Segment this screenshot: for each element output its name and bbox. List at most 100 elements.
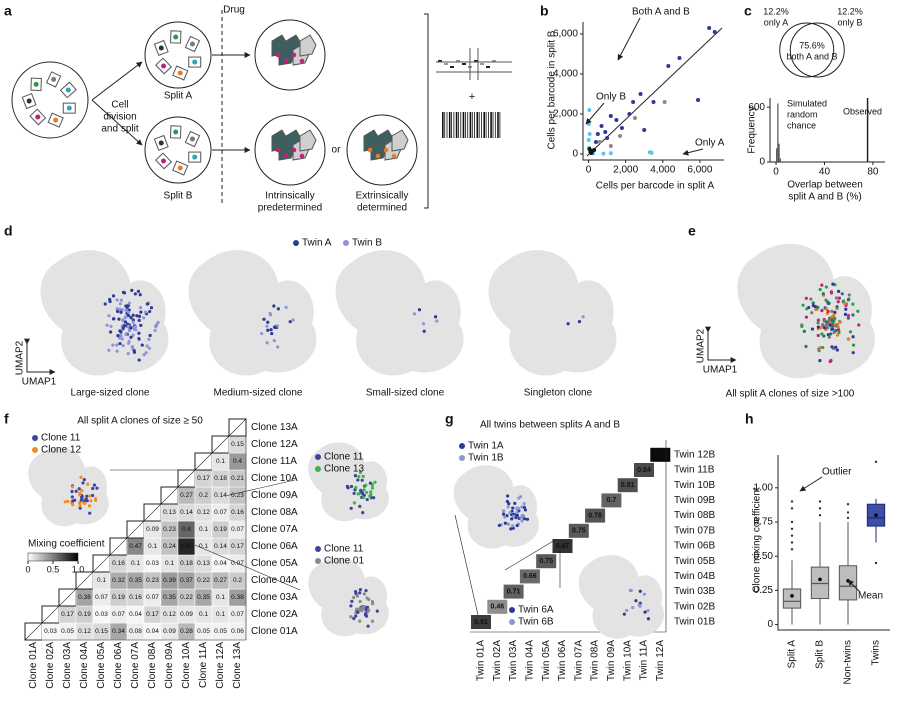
cell-dot — [88, 511, 92, 515]
cell-dot — [851, 313, 855, 317]
cell-label: 0.35 — [197, 594, 210, 601]
label: determined — [357, 203, 407, 214]
cell-dot — [370, 602, 375, 606]
nucleus — [192, 154, 198, 160]
cell-dot — [147, 337, 151, 341]
barcode-bar — [483, 112, 485, 138]
cell-dot — [515, 523, 519, 528]
cell-dot — [63, 500, 67, 504]
cell-label: 0.04 — [214, 560, 227, 567]
cell-dot — [804, 296, 808, 300]
cell-label: 0.17 — [61, 611, 74, 618]
cell-dot — [809, 297, 813, 301]
cell-dot — [70, 495, 74, 499]
cell-dot — [366, 624, 370, 628]
nucleus — [158, 45, 164, 51]
axis-label: UMAP2 — [15, 340, 26, 375]
outlier — [790, 534, 794, 537]
label: Cell — [111, 100, 128, 111]
cell-dot — [77, 487, 81, 491]
column-label: Clone 12A — [215, 642, 226, 689]
umap-background — [453, 465, 540, 549]
cell-label: 0.04 — [146, 628, 159, 635]
cell-label: 0.03 — [146, 560, 159, 567]
legend-dot — [315, 454, 321, 460]
annotation-arrow — [847, 579, 861, 593]
cell-dot — [566, 322, 570, 326]
cell-dot — [118, 341, 122, 346]
point — [627, 112, 632, 116]
cell-dot — [116, 333, 120, 338]
set-label: only A — [764, 17, 789, 27]
cell-dot — [358, 587, 362, 592]
cell-dot — [857, 323, 861, 327]
cell-dot — [501, 512, 506, 516]
cell-dot — [856, 309, 860, 313]
cell-dot — [133, 292, 137, 296]
legend-label: Clone 11 — [324, 544, 364, 555]
cell-dot — [147, 346, 152, 350]
cell-dot — [125, 305, 129, 310]
cell-dot — [115, 309, 120, 313]
cell-dot — [350, 599, 354, 603]
cell-dot — [118, 307, 122, 311]
cell-label: 0.23 — [231, 492, 244, 499]
cell-label: 0.91 — [474, 619, 488, 626]
cell-dot — [834, 296, 839, 300]
cell-label: 0.1 — [216, 594, 225, 601]
cell-dot — [126, 341, 131, 345]
cell-dot — [132, 327, 137, 331]
cell-dot — [131, 318, 135, 322]
value-label: 12.2% — [837, 6, 863, 16]
column-label: Clone 03A — [62, 642, 73, 689]
nucleus — [51, 76, 57, 82]
cell-label: 0.07 — [95, 594, 108, 601]
x-tick-label: 0 — [773, 167, 779, 178]
cell-dot — [365, 490, 369, 495]
cell-dot — [91, 486, 95, 491]
cell-label: 0.19 — [214, 526, 227, 533]
cell-dot — [836, 289, 841, 293]
nucleus — [192, 59, 198, 65]
point — [587, 147, 592, 151]
cell-dot — [126, 352, 130, 356]
cell-label: 0.09 — [163, 628, 176, 635]
cell-dot — [851, 335, 855, 339]
cell-dot — [71, 503, 75, 507]
legend-dot — [459, 443, 465, 449]
cell-dot — [826, 309, 830, 314]
cell-dot — [353, 590, 358, 594]
cell-dot — [349, 604, 353, 608]
legend-label: Clone 12 — [41, 445, 81, 456]
cell-dot — [510, 517, 514, 521]
cell-dot — [836, 333, 840, 337]
cell-label: 0.04 — [129, 611, 142, 618]
cell-dot — [851, 302, 855, 306]
cell — [617, 478, 638, 493]
cell-dot — [821, 345, 825, 350]
column-label: Twin 02A — [492, 640, 503, 681]
cell-label: 0.13 — [163, 509, 176, 516]
cell-dot — [137, 318, 141, 322]
cell-label: 0.71 — [507, 588, 521, 595]
resistant-cell — [299, 129, 317, 152]
cell-dot — [361, 510, 365, 515]
cell-dot — [851, 351, 855, 355]
cell-dot — [132, 348, 136, 353]
cell-dot — [502, 509, 506, 513]
box — [838, 565, 858, 601]
nucleus — [291, 147, 297, 153]
cell — [552, 539, 573, 553]
cell-dot — [525, 517, 530, 521]
row-label: Clone 11A — [251, 456, 297, 467]
nucleus — [383, 147, 389, 153]
point — [597, 140, 602, 144]
point — [603, 130, 608, 134]
umap-background — [737, 243, 875, 379]
y-axis-label: Frequency — [747, 106, 758, 153]
label: Twin B — [352, 238, 382, 249]
label: division — [103, 112, 136, 123]
nucleus — [33, 81, 39, 87]
cell-dot — [503, 515, 507, 519]
seq-read — [492, 60, 496, 62]
